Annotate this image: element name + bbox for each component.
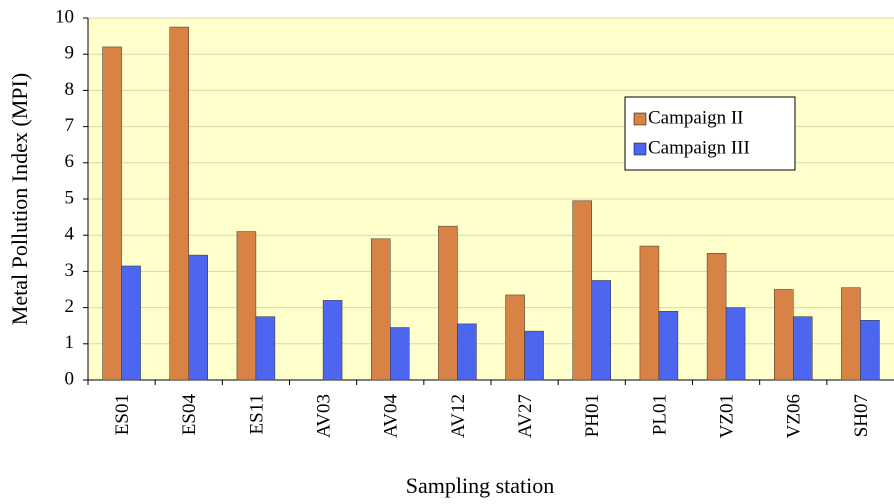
bar: [841, 287, 861, 381]
x-tick-label: PL01: [649, 394, 670, 435]
x-tick-label: VZ06: [784, 394, 805, 438]
bar: [371, 238, 391, 381]
x-tick-label: AV03: [313, 394, 334, 438]
bar: [591, 280, 611, 381]
y-axis-label: Metal Pollution Index (MPI): [7, 73, 32, 325]
x-tick-label: ES01: [112, 394, 133, 435]
bar: [639, 245, 660, 381]
x-tick-label: ES04: [179, 394, 200, 436]
legend-box: [624, 96, 796, 171]
bar: [102, 46, 122, 381]
bar: [188, 254, 208, 381]
x-tick-label: ES11: [246, 394, 267, 434]
legend-swatch: [633, 142, 647, 156]
y-tick-label: 1: [65, 332, 75, 353]
legend-swatch: [633, 112, 647, 126]
bar: [524, 330, 544, 381]
y-tick-label: 3: [65, 260, 75, 281]
bar: [505, 294, 525, 381]
bar: [860, 320, 880, 381]
bar: [457, 323, 477, 381]
y-tick-label: 6: [65, 151, 75, 172]
bar: [572, 200, 592, 381]
x-axis-label: Sampling station: [406, 473, 555, 498]
bar: [438, 225, 458, 381]
bar: [255, 316, 276, 381]
bar: [322, 300, 343, 381]
bar: [236, 231, 257, 381]
x-tick-label: VZ01: [716, 394, 737, 438]
x-tick-label: AV04: [381, 394, 402, 438]
x-tick-label: SH07: [851, 394, 872, 437]
y-tick-label: 2: [65, 296, 75, 317]
y-tick-label: 0: [65, 368, 75, 389]
x-tick-label: AV27: [515, 394, 536, 438]
legend-label: Campaign III: [648, 137, 750, 158]
bar: [706, 253, 727, 381]
y-tick-label: 5: [65, 187, 75, 208]
y-tick-label: 7: [65, 115, 75, 136]
legend-label: Campaign II: [648, 107, 744, 128]
bar: [725, 307, 746, 381]
bar: [121, 265, 141, 381]
x-tick-label: PH01: [582, 394, 603, 437]
y-tick-label: 9: [65, 43, 75, 64]
y-tick-label: 10: [55, 6, 74, 27]
y-tick-label: 4: [65, 224, 75, 245]
x-tick-label: AV12: [448, 394, 469, 438]
bar: [390, 327, 410, 381]
bar: [658, 310, 679, 381]
bar: [169, 26, 189, 381]
y-tick-label: 8: [65, 79, 75, 100]
bar: [774, 289, 794, 381]
bar: [793, 316, 813, 381]
